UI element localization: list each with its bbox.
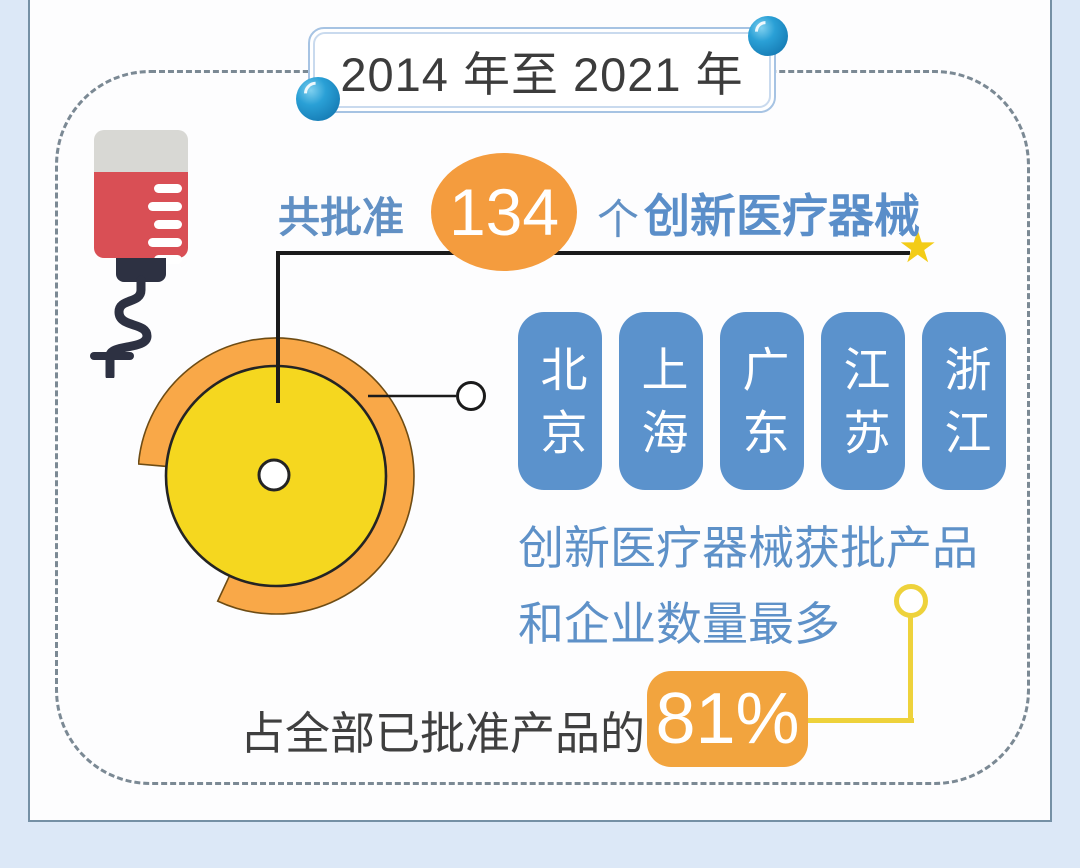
yellow-connector-horizontal — [806, 718, 914, 723]
approval-share-pie — [138, 337, 486, 615]
description-line2: 和企业数量最多 — [518, 598, 840, 650]
province-pill-jiangsu: 江苏 — [821, 312, 905, 490]
title-box: 2014 年至 2021 年 — [308, 27, 776, 113]
share-percentage-value: 81% — [655, 679, 800, 759]
province-pill-beijing: 北京 — [518, 312, 602, 490]
yellow-connector-vertical — [908, 617, 913, 723]
province-pill-zhejiang: 浙江 — [922, 312, 1006, 490]
connector-line-vertical — [276, 251, 280, 403]
approval-subject-text: 创新医疗器械 — [644, 190, 920, 242]
share-statement-text: 占全部已批准产品的 — [240, 708, 646, 759]
blue-ball-icon — [748, 16, 788, 56]
share-percentage-badge: 81% — [647, 671, 808, 767]
province-label: 上海 — [634, 345, 688, 471]
approved-count-value: 134 — [448, 175, 560, 249]
province-label: 浙江 — [937, 345, 991, 471]
province-pill-guangdong: 广东 — [720, 312, 804, 490]
blood-bag-icon — [90, 130, 188, 378]
approval-prefix-text: 共批准 — [278, 194, 405, 241]
page-title: 2014 年至 2021 年 — [340, 47, 744, 101]
description-line1: 创新医疗器械获批产品 — [518, 522, 978, 574]
province-pill-shanghai: 上海 — [619, 312, 703, 490]
pie-center-dot — [257, 458, 291, 492]
pie-pointer-dot — [456, 381, 486, 411]
connector-line-horizontal — [278, 251, 910, 255]
blue-ball-icon — [296, 77, 340, 121]
province-label: 广东 — [735, 345, 789, 471]
approved-count-badge: 134 — [431, 153, 577, 271]
province-label: 江苏 — [836, 345, 890, 471]
star-icon: ★ — [898, 223, 938, 272]
province-pill-list: 北京 上海 广东 江苏 浙江 — [518, 312, 1006, 490]
yellow-connector-dot — [894, 584, 928, 618]
province-label: 北京 — [533, 345, 587, 471]
approval-unit-text: 个 — [597, 196, 640, 243]
